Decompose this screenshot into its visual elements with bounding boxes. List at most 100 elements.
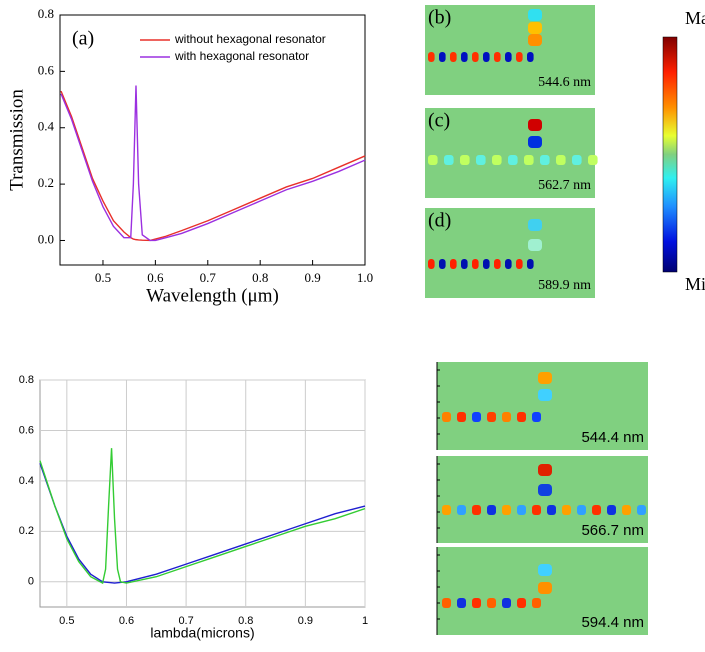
field-spot (450, 259, 457, 269)
field-spot (577, 505, 586, 515)
x-tick-label: 0.5 (95, 270, 111, 285)
x-tick-label: 1 (362, 615, 368, 627)
field-spot (483, 52, 490, 62)
resonator-spot (538, 484, 552, 496)
field-spot (556, 155, 566, 165)
y-tick-label: 0.4 (38, 119, 55, 134)
y-tick-label: 0.0 (38, 231, 54, 246)
field-spot (572, 155, 582, 165)
colorbar-min: Min (685, 274, 705, 294)
field-spot (517, 412, 526, 422)
field-spot (502, 598, 511, 608)
x-tick-label: 0.6 (147, 270, 164, 285)
field-panel (425, 108, 595, 198)
panel-label: (d) (428, 210, 451, 232)
field-spot (592, 505, 601, 515)
y-tick-label: 0.8 (19, 374, 34, 386)
field-spot (492, 155, 502, 165)
field-spot (428, 155, 438, 165)
field-spot (502, 412, 511, 422)
field-spot (461, 259, 468, 269)
field-spot (442, 598, 451, 608)
field-spot (457, 505, 466, 515)
resonator-spot (528, 119, 542, 131)
field-spot (508, 155, 518, 165)
field-spot (494, 259, 501, 269)
resonator-spot (528, 34, 542, 46)
legend-label: without hexagonal resonator (174, 32, 326, 46)
resonator-spot (528, 136, 542, 148)
field-spot (588, 155, 598, 165)
field-spot (442, 505, 451, 515)
panel-wavelength: 594.4 nm (581, 614, 644, 631)
field-spot (502, 505, 511, 515)
x-tick-label: 0.9 (298, 615, 313, 627)
resonator-spot (528, 22, 542, 34)
field-spot (532, 505, 541, 515)
field-spot (505, 52, 512, 62)
field-spot (527, 259, 534, 269)
resonator-spot (538, 464, 552, 476)
x-axis-title: Wavelength (μm) (146, 285, 279, 306)
field-spot (505, 259, 512, 269)
resonator-spot (528, 9, 542, 21)
field-spot (494, 52, 501, 62)
series-line (60, 90, 366, 242)
field-spot (516, 52, 523, 62)
colorbar-max: Max (685, 8, 705, 28)
field-spot (428, 52, 435, 62)
field-spot (517, 598, 526, 608)
field-spot (540, 155, 550, 165)
field-spot (439, 52, 446, 62)
field-spot (444, 155, 454, 165)
field-spot (562, 505, 571, 515)
panel-wavelength: 544.6 nm (538, 75, 591, 90)
field-spot (472, 412, 481, 422)
field-spot (450, 52, 457, 62)
field-spot (517, 505, 526, 515)
field-spot (472, 505, 481, 515)
y-tick-label: 0.6 (38, 62, 55, 77)
field-spot (607, 505, 616, 515)
field-spot (483, 259, 490, 269)
field-spot (622, 505, 631, 515)
resonator-spot (528, 219, 542, 231)
resonator-spot (538, 582, 552, 594)
x-tick-label: 0.7 (200, 270, 217, 285)
panel-wavelength: 566.7 nm (581, 522, 644, 539)
field-spot (527, 52, 534, 62)
resonator-spot (528, 239, 542, 251)
field-spot (487, 505, 496, 515)
y-tick-label: 0.4 (19, 475, 34, 487)
y-tick-label: 0 (28, 576, 34, 588)
field-spot (472, 598, 481, 608)
field-spot (637, 505, 646, 515)
x-tick-label: 0.5 (59, 615, 74, 627)
y-tick-label: 0.8 (38, 6, 54, 21)
x-tick-label: 0.7 (178, 615, 193, 627)
panel-label: (b) (428, 7, 451, 29)
field-spot (547, 505, 556, 515)
x-axis-title: lambda(microns) (150, 625, 254, 641)
field-spot (457, 598, 466, 608)
y-axis-title: Transmission (6, 89, 27, 191)
series-line (39, 448, 366, 585)
field-spot (524, 155, 534, 165)
x-tick-label: 0.9 (304, 270, 320, 285)
x-tick-label: 0.6 (119, 615, 134, 627)
field-spot (457, 412, 466, 422)
series-line (39, 463, 366, 584)
field-spot (476, 155, 486, 165)
field-spot (532, 412, 541, 422)
y-tick-label: 0.2 (38, 175, 54, 190)
resonator-spot (538, 372, 552, 384)
field-spot (532, 598, 541, 608)
x-tick-label: 1.0 (357, 270, 373, 285)
panel-wavelength: 544.4 nm (581, 429, 644, 446)
resonator-spot (538, 389, 552, 401)
field-spot (461, 52, 468, 62)
resonator-spot (538, 564, 552, 576)
field-spot (487, 412, 496, 422)
panel-annotation: (a) (72, 28, 94, 50)
